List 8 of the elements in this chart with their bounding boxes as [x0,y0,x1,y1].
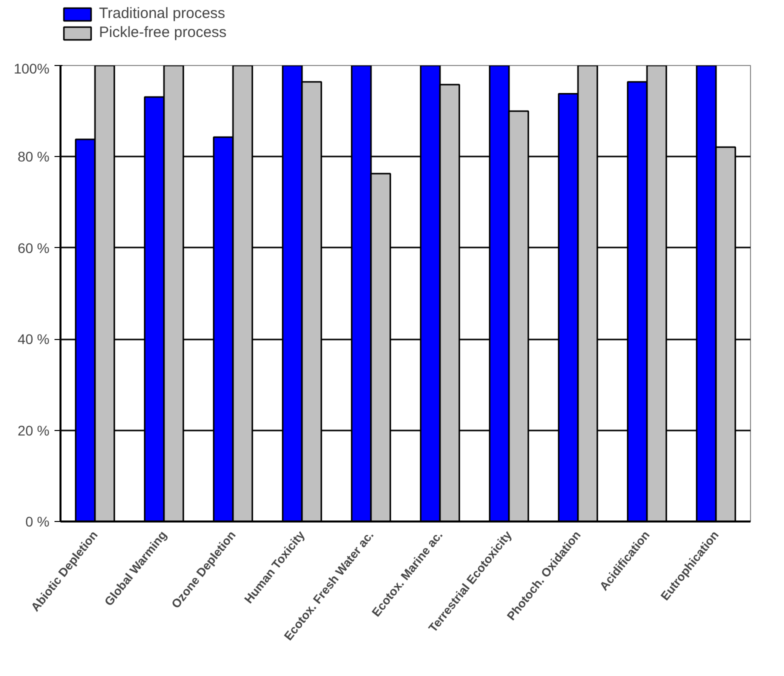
legend-label: Traditional process [99,5,226,22]
y-tick-label: 40 % [18,331,50,348]
y-tick-label: 0 % [25,514,50,530]
legend-label: Pickle-free process [99,24,227,41]
y-tick-label: 60 % [18,240,50,256]
y-tick-label: 80 % [18,148,50,165]
y-tick-label: 100% [14,60,50,76]
y-tick-label: 20 % [18,422,50,438]
